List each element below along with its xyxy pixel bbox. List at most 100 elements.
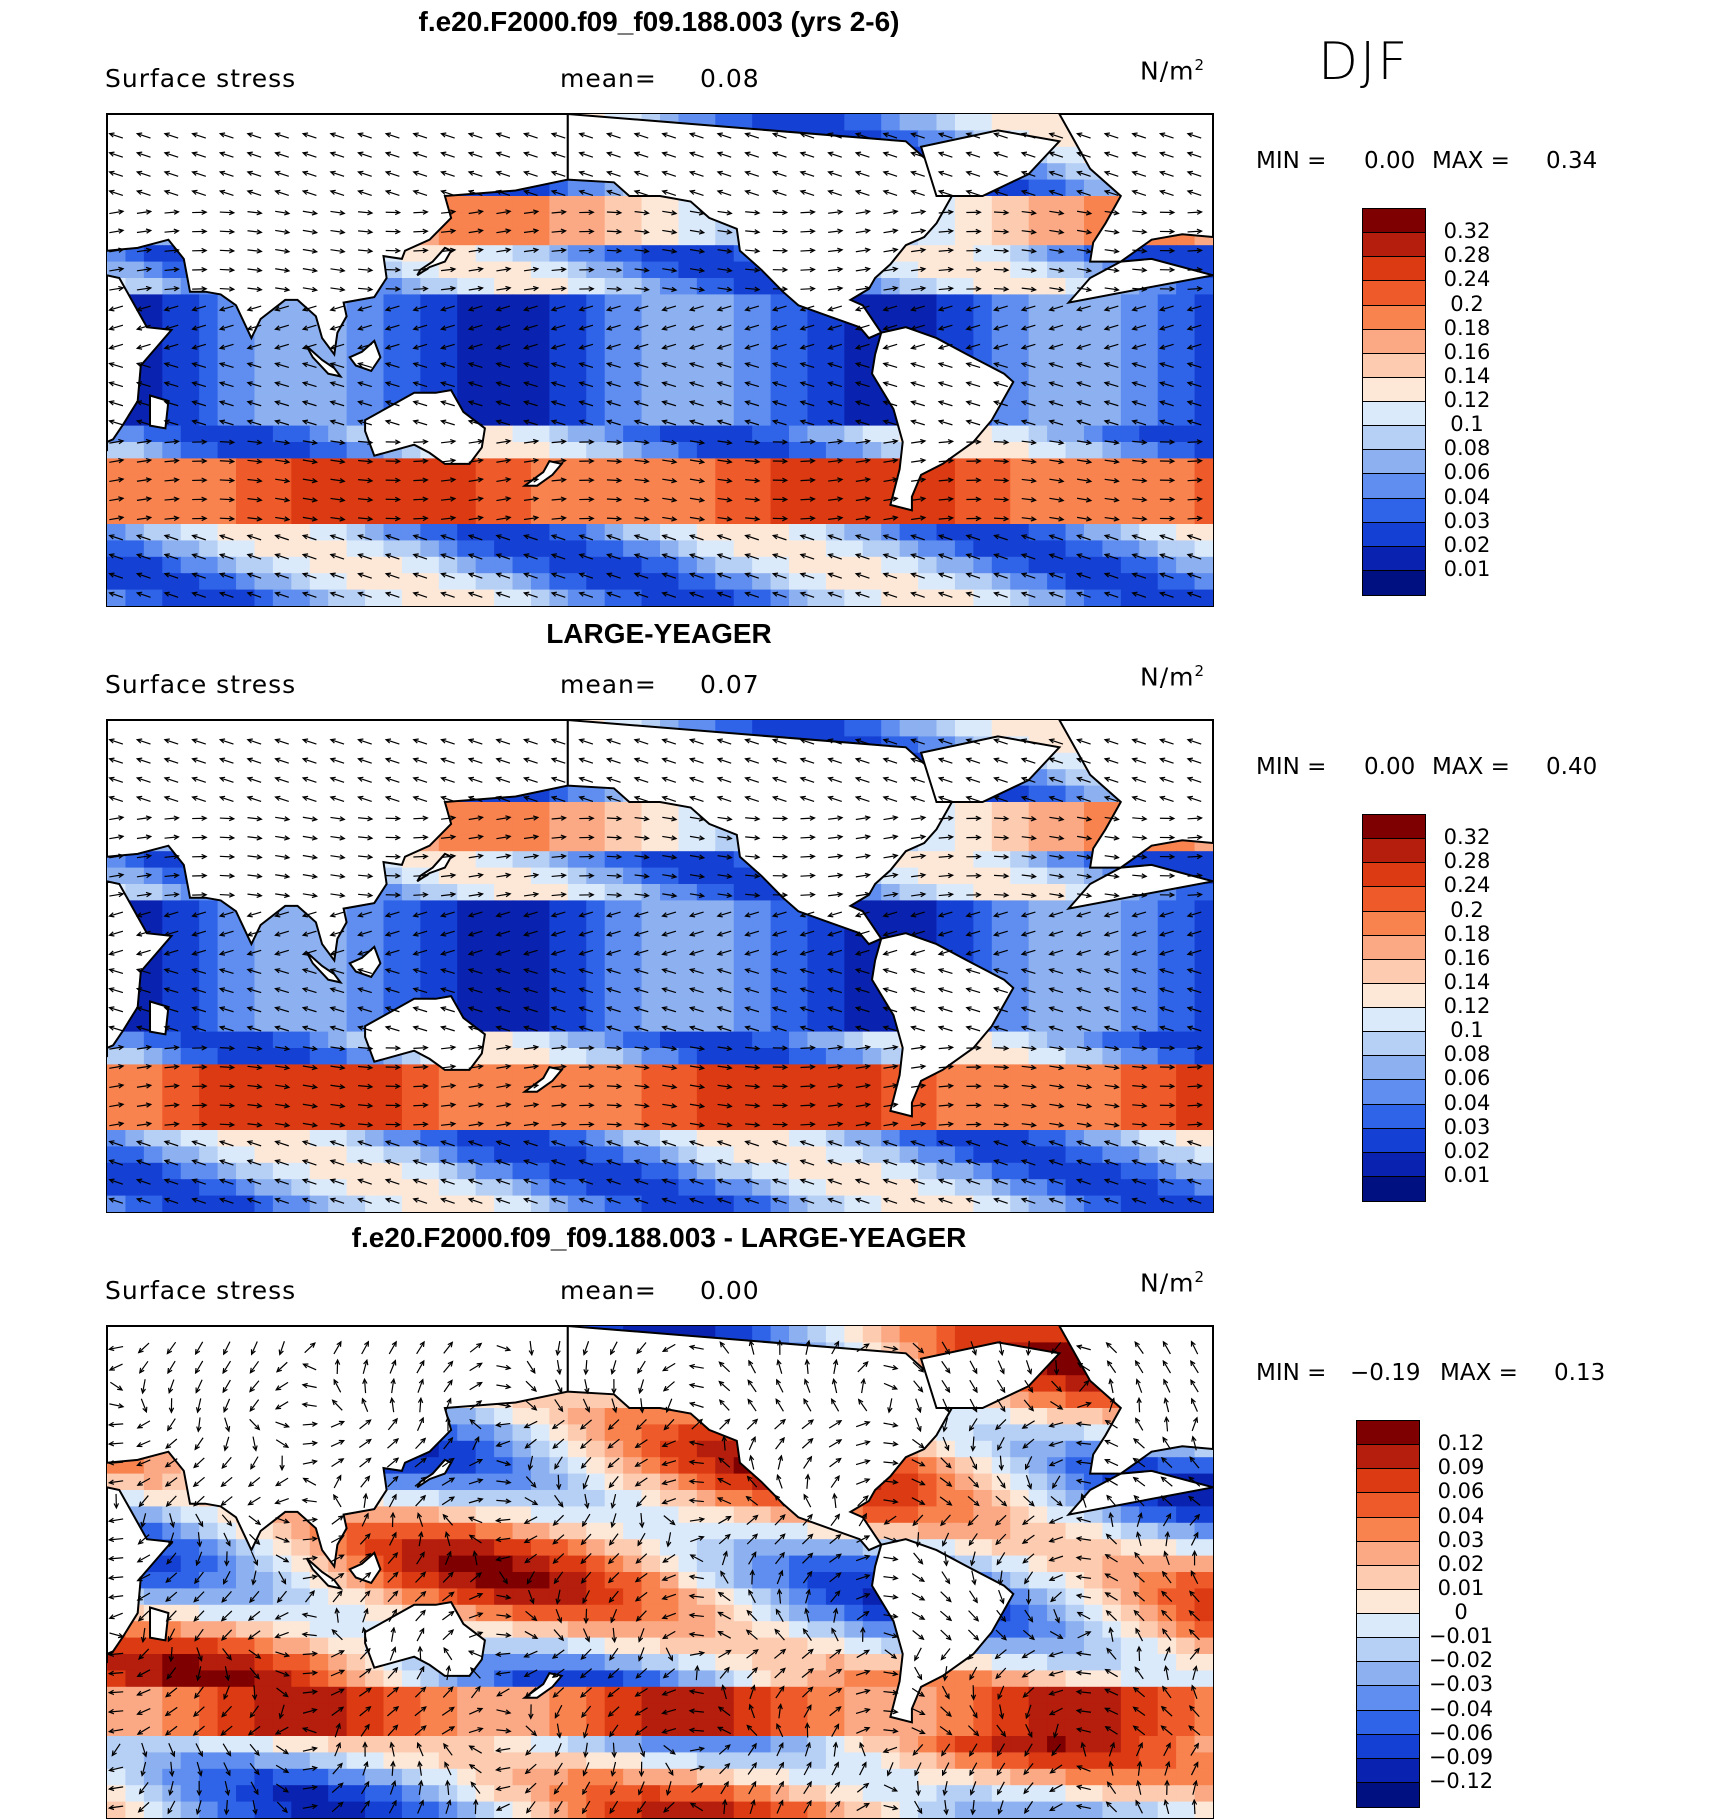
wind-stress-vector bbox=[1021, 516, 1037, 522]
field-cell bbox=[1157, 425, 1177, 443]
wind-stress-vector bbox=[745, 477, 761, 484]
field-cell bbox=[586, 507, 606, 525]
field-cell bbox=[199, 1080, 219, 1098]
field-cell bbox=[623, 1015, 643, 1033]
field-cell bbox=[586, 785, 606, 803]
field-cell bbox=[973, 212, 993, 230]
wind-stress-vector bbox=[329, 572, 345, 579]
field-cell bbox=[678, 867, 698, 885]
wind-stress-vector bbox=[385, 247, 402, 254]
wind-stress-vector bbox=[1186, 151, 1202, 158]
field-cell bbox=[236, 1179, 256, 1197]
field-cell bbox=[954, 474, 974, 492]
field-cell bbox=[752, 1130, 772, 1147]
wind-stress-vector bbox=[1104, 248, 1120, 254]
field-cell bbox=[752, 524, 772, 541]
wind-stress-vector bbox=[192, 209, 208, 216]
field-cell bbox=[1028, 949, 1048, 967]
field-cell bbox=[567, 261, 587, 279]
field-cell bbox=[973, 343, 993, 361]
field-cell bbox=[899, 851, 919, 869]
field-cell bbox=[291, 998, 311, 1016]
wind-stress-vector bbox=[191, 362, 207, 369]
field-cell bbox=[549, 1015, 569, 1033]
wind-stress-vector bbox=[330, 458, 346, 465]
field-cell bbox=[1176, 1146, 1196, 1164]
field-cell bbox=[991, 802, 1011, 819]
wind-stress-vector bbox=[384, 381, 400, 388]
field-cell bbox=[1102, 425, 1122, 443]
field-cell bbox=[825, 1048, 845, 1065]
field-cell bbox=[383, 916, 403, 934]
field-cell bbox=[807, 442, 827, 459]
wind-stress-vector bbox=[1187, 266, 1204, 273]
wind-stress-vector bbox=[992, 362, 1008, 369]
field-cell bbox=[217, 474, 237, 492]
field-cell bbox=[199, 343, 219, 361]
field-cell bbox=[107, 589, 127, 606]
field-cell bbox=[715, 1048, 735, 1065]
field-cell bbox=[660, 360, 680, 377]
field-cell bbox=[770, 966, 790, 983]
field-cell bbox=[420, 278, 440, 295]
field-cell bbox=[899, 310, 919, 328]
wind-stress-vector bbox=[440, 496, 457, 502]
field-cell bbox=[457, 573, 477, 591]
wind-stress-vector bbox=[135, 305, 151, 312]
field-cell bbox=[125, 442, 145, 459]
wind-stress-vector bbox=[164, 515, 180, 522]
field-cell bbox=[623, 1031, 643, 1049]
wind-stress-vector bbox=[135, 591, 151, 598]
field-cell bbox=[401, 507, 421, 525]
wind-stress-vector bbox=[662, 286, 678, 293]
wind-stress-vector bbox=[633, 534, 649, 541]
wind-stress-vector bbox=[772, 439, 789, 445]
wind-stress-vector bbox=[164, 477, 180, 483]
field-cell bbox=[309, 1031, 329, 1049]
field-cell bbox=[715, 327, 735, 345]
field-cell bbox=[881, 114, 901, 131]
field-cell bbox=[807, 1048, 827, 1065]
field-cell bbox=[678, 1048, 698, 1065]
field-cell bbox=[807, 1146, 827, 1164]
field-cell bbox=[586, 1162, 606, 1180]
field-cell bbox=[162, 524, 182, 541]
field-cell bbox=[236, 376, 256, 394]
field-cell bbox=[125, 1064, 145, 1082]
wind-stress-vector bbox=[799, 170, 815, 177]
field-cell bbox=[715, 556, 735, 574]
wind-stress-vector bbox=[495, 189, 511, 197]
field-cell bbox=[623, 884, 643, 901]
wind-stress-vector bbox=[219, 286, 236, 292]
wind-stress-vector bbox=[1186, 132, 1202, 139]
field-cell bbox=[494, 556, 514, 574]
field-cell bbox=[807, 376, 827, 394]
field-cell bbox=[954, 1130, 974, 1147]
field-cell bbox=[641, 425, 661, 443]
field-cell bbox=[567, 278, 587, 295]
field-cell bbox=[1194, 998, 1213, 1016]
field-cell bbox=[1176, 327, 1196, 345]
field-cell bbox=[1010, 1048, 1030, 1065]
wind-stress-vector bbox=[771, 738, 787, 745]
field-cell bbox=[346, 1015, 366, 1033]
field-cell bbox=[107, 1064, 127, 1082]
wind-stress-vector bbox=[384, 419, 400, 426]
wind-stress-vector bbox=[800, 496, 816, 502]
field-cell bbox=[217, 1162, 237, 1180]
field-cell bbox=[1194, 1146, 1213, 1164]
wind-stress-vector bbox=[329, 738, 345, 745]
field-cell bbox=[346, 327, 366, 345]
field-cell bbox=[143, 1031, 163, 1049]
field-cell bbox=[254, 1195, 274, 1212]
field-cell bbox=[549, 933, 569, 951]
field-cell bbox=[420, 376, 440, 394]
field-cell bbox=[125, 1031, 145, 1049]
field-cell bbox=[180, 998, 200, 1016]
field-cell bbox=[678, 245, 698, 263]
field-cell bbox=[770, 1130, 790, 1147]
field-cell bbox=[1120, 458, 1140, 476]
field-cell bbox=[549, 834, 569, 852]
wind-stress-vector bbox=[192, 477, 208, 483]
wind-stress-vector bbox=[108, 553, 124, 560]
